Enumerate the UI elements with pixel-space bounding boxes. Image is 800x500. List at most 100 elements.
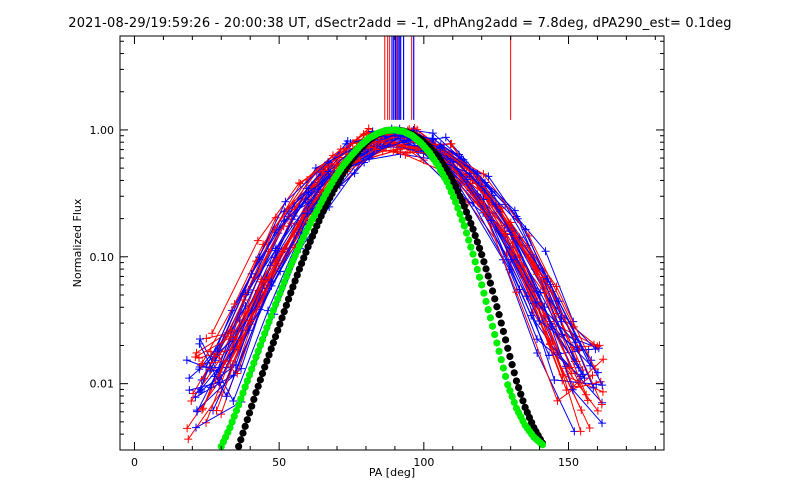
- measured-point: [195, 339, 204, 348]
- measured-point: [568, 385, 577, 394]
- fit-point-black: [514, 383, 523, 392]
- fit-point-green: [282, 273, 290, 281]
- fit-point-green: [269, 306, 277, 314]
- fit-point-green: [261, 330, 269, 338]
- measured-point: [185, 386, 194, 395]
- y-tick-label: 0.01: [90, 378, 115, 391]
- measured-point: [595, 341, 604, 350]
- fit-point-green: [267, 312, 275, 320]
- axes: 0 50 100 150 0.01 0.10 1.00: [90, 36, 664, 469]
- measured-point: [303, 209, 312, 218]
- measured-point: [227, 332, 236, 341]
- fit-point-green: [456, 210, 464, 218]
- measured-point: [597, 400, 606, 409]
- fit-point-green: [497, 356, 505, 364]
- measured-point: [598, 387, 607, 396]
- measured-point: [403, 149, 412, 158]
- fit-point-green: [263, 324, 271, 332]
- fit-point-green: [499, 364, 508, 372]
- measured-point: [184, 435, 193, 444]
- plot-frame: [119, 35, 665, 451]
- fit-point-black: [491, 295, 499, 303]
- fit-point-green: [243, 377, 251, 385]
- measured-point: [196, 386, 205, 395]
- measured-point: [257, 277, 266, 286]
- measured-point: [535, 317, 544, 326]
- fit-point-green: [495, 347, 503, 355]
- measured-point: [552, 282, 561, 291]
- x-tick-label: 0: [131, 456, 138, 469]
- measured-point: [253, 236, 262, 245]
- fit-point-green: [467, 243, 475, 251]
- measured-point: [359, 130, 368, 139]
- measured-point: [198, 405, 207, 414]
- fit-point-green: [228, 418, 236, 426]
- fit-point-black: [486, 279, 494, 287]
- vertical-markers: [384, 36, 512, 120]
- fit-point-green: [486, 314, 494, 322]
- fit-point-black: [243, 416, 251, 424]
- measured-point: [226, 326, 235, 335]
- measured-point: [222, 392, 231, 401]
- fit-point-green: [469, 250, 477, 258]
- fit-point-green: [488, 322, 497, 330]
- fit-point-green: [284, 267, 293, 275]
- fit-point-black: [300, 254, 308, 262]
- y-tick-label: 0.10: [90, 251, 115, 264]
- fit-point-black: [493, 303, 501, 311]
- fit-point-black: [473, 238, 481, 246]
- fit-point-black: [278, 314, 286, 322]
- fit-point-green: [480, 289, 488, 297]
- measured-point: [599, 355, 608, 364]
- fit-point-black: [517, 390, 525, 398]
- measured-point: [441, 133, 450, 142]
- measured-point: [593, 406, 602, 415]
- measured-point: [303, 175, 312, 184]
- x-axis-label: PA [deg]: [369, 466, 415, 479]
- measured-point: [585, 424, 594, 433]
- measured-point: [205, 367, 214, 376]
- fit-point-green: [538, 441, 547, 449]
- measured-point: [586, 361, 595, 370]
- fit-point-green: [237, 395, 245, 403]
- measured-point: [532, 298, 541, 307]
- measured-point: [304, 199, 313, 208]
- measured-point: [371, 145, 380, 154]
- measured-series-line: [217, 134, 576, 352]
- fit-point-green: [462, 229, 471, 237]
- fit-point-green: [452, 198, 460, 206]
- measured-point: [598, 419, 607, 428]
- fit-point-black: [267, 345, 275, 353]
- measured-point: [290, 212, 299, 221]
- measured-point: [365, 154, 374, 163]
- measured-point: [540, 289, 549, 298]
- measured-series-line: [195, 143, 596, 370]
- fit-point-black: [250, 395, 258, 403]
- fit-point-black: [254, 382, 262, 390]
- measured-point: [192, 423, 201, 432]
- fit-point-green: [475, 273, 484, 281]
- fit-point-green: [235, 401, 243, 409]
- chart-title: 2021-08-29/19:59:26 - 20:00:38 UT, dSect…: [68, 16, 732, 31]
- fit-point-green: [226, 424, 234, 432]
- fit-point-black: [274, 326, 282, 334]
- measured-point: [281, 197, 290, 206]
- fit-point-green: [482, 297, 490, 306]
- measured-point: [267, 278, 276, 287]
- fit-point-green: [274, 295, 282, 303]
- measured-point: [237, 364, 246, 373]
- x-tick-label: 100: [413, 456, 434, 469]
- fit-point-green: [232, 406, 241, 415]
- fit-point-green: [230, 412, 238, 420]
- fit-point-black: [276, 320, 284, 328]
- fit-point-black: [478, 251, 486, 259]
- measured-point: [255, 253, 264, 262]
- measured-point: [314, 185, 323, 194]
- fit-point-black: [258, 369, 267, 378]
- fit-point-green: [478, 281, 486, 289]
- fit-point-green: [250, 359, 258, 367]
- measured-point: [579, 370, 588, 379]
- fit-point-green: [454, 204, 462, 212]
- measured-point: [304, 188, 313, 197]
- fit-point-green: [239, 389, 247, 397]
